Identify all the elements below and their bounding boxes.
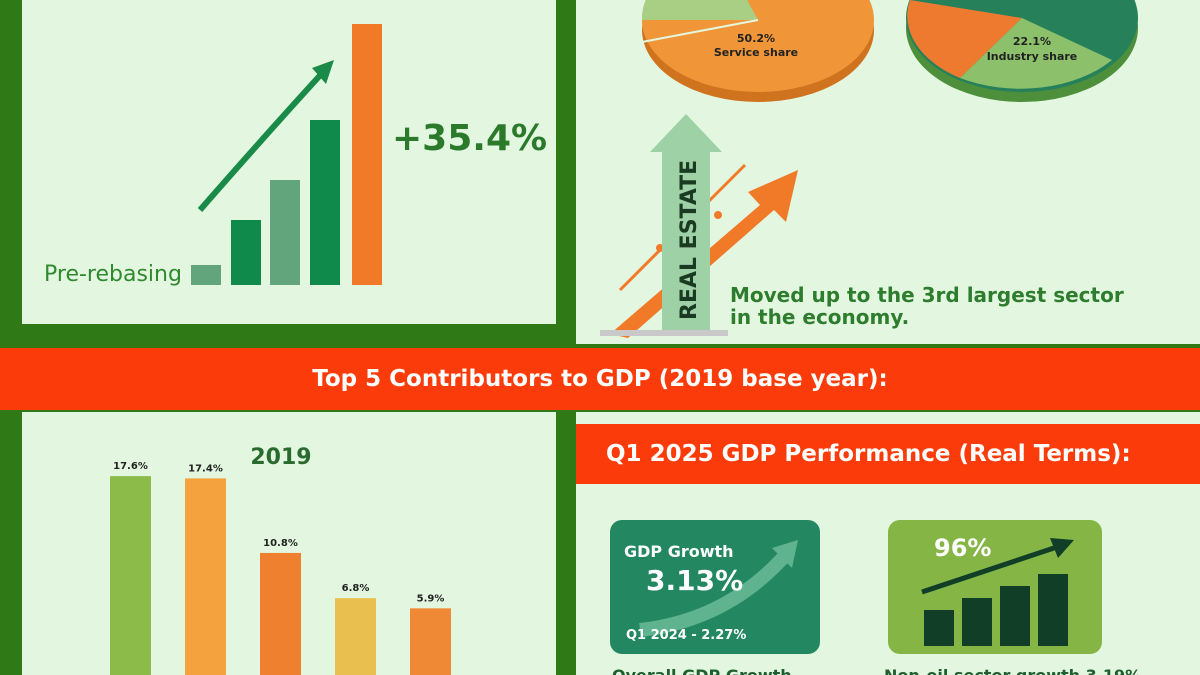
service-pie-label: Service share [714,46,798,59]
gdp-growth-value: 3.13% [646,564,744,597]
gdp-growth-title: GDP Growth [624,542,734,561]
gdp-growth-previous: Q1 2024 - 2.27% [626,628,747,643]
bar-value-label-4: 6.8% [342,583,370,594]
chart-title: 2019 [250,445,311,470]
bar-1 [110,476,151,675]
gdp-growth-arrow-icon [639,540,798,637]
bar-5 [410,608,451,675]
top-contributors-banner: Top 5 Contributors to GDP (2019 base yea… [0,348,1200,410]
growth-bar-2 [231,220,261,285]
bar-3 [260,552,301,675]
industry-pie [906,0,1138,102]
sector-pies-illustration: 50.2% Service share 22.1% Industry share… [600,0,1138,338]
nonoil-bars-icon [921,538,1074,646]
bar-value-label-2: 17.4% [188,463,223,474]
nonoil-percentage: 96% [934,534,992,562]
gdp-growth-card: GDP Growth 3.13% Q1 2024 - 2.27% [610,520,820,654]
growth-percentage: +35.4% [392,118,548,159]
industry-pie-value: 22.1% [1013,35,1051,48]
bar-value-label-1: 17.6% [113,461,148,472]
bar-value-label-3: 10.8% [263,538,298,549]
gdp-growth-caption: Overall GDP Growth [612,666,792,675]
real-estate-label: REAL ESTATE [677,160,702,320]
nonoil-growth-card: 96% [888,520,1102,654]
trend-arrow-icon [197,67,328,212]
q1-performance-banner: Q1 2025 GDP Performance (Real Terms): [576,424,1200,484]
real-estate-arrows-icon [600,114,798,338]
growth-bar-4 [310,120,340,285]
growth-bar-1 [191,265,221,285]
growth-bars-illustration [191,24,382,285]
real-estate-description: Moved up to the 3rd largest sector in th… [730,283,1124,329]
service-pie [641,0,874,102]
service-pie-value: 50.2% [737,32,775,45]
growth-bar-5 [352,24,382,285]
bar-4 [335,598,376,675]
nonoil-growth-caption: Non-oil sector growth 3.19% [884,666,1141,675]
growth-bar-3 [270,180,300,285]
bar-value-label-5: 5.9% [417,593,445,604]
bar-2 [185,478,226,675]
industry-pie-label: Industry share [987,50,1078,63]
contributors-bar-chart: 2019 17.6% 17.4% 10.8% 6.8% 5.9% [110,445,451,675]
pre-rebasing-label: Pre-rebasing [44,262,182,287]
